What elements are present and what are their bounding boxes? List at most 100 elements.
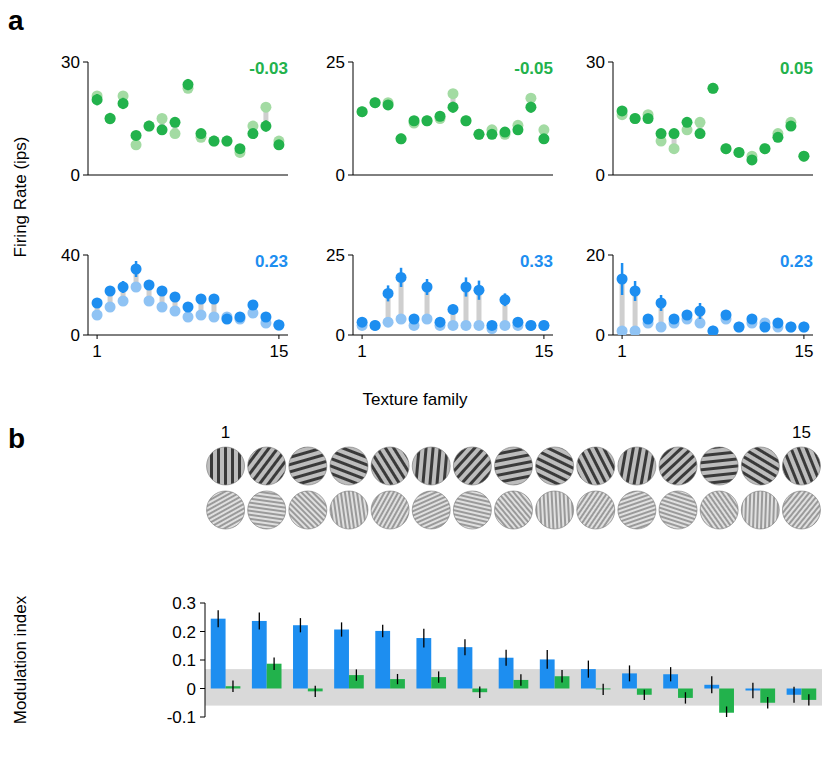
point-dark — [183, 79, 194, 90]
scatter-panel: 0251150.33Texture family — [326, 246, 553, 409]
x-tick — [362, 335, 363, 339]
y-tick — [83, 62, 88, 63]
point-dark — [221, 136, 232, 147]
error-bar — [644, 690, 645, 700]
point-dark — [486, 129, 497, 140]
y-tick-label: 0.1 — [172, 651, 196, 670]
point-dark — [234, 312, 245, 323]
point-light — [357, 106, 368, 117]
category-label: 15 — [792, 423, 811, 442]
y-axis-title: Firing Rate (ips) — [11, 137, 30, 258]
texture-thumbnail — [248, 491, 286, 529]
point-dark — [656, 298, 667, 309]
x-axis — [353, 175, 553, 176]
point-dark — [422, 282, 433, 293]
point-light — [383, 317, 394, 328]
marks — [205, 610, 822, 717]
point-dark — [798, 151, 809, 162]
point-dark — [630, 286, 641, 297]
error-bar — [341, 622, 342, 636]
point-dark — [247, 300, 258, 311]
point-dark — [708, 326, 719, 336]
texture-thumbnail — [536, 491, 574, 529]
modulation-value: -0.03 — [249, 59, 288, 78]
point-light — [630, 326, 641, 336]
point-light — [105, 113, 116, 124]
category-label: 1 — [221, 423, 230, 442]
error-bar — [315, 686, 316, 697]
point-dark — [170, 292, 181, 303]
y-tick — [608, 175, 613, 176]
y-tick-label: 20 — [586, 246, 605, 265]
error-bar — [561, 670, 562, 683]
error-bar — [397, 674, 398, 684]
marks — [92, 79, 285, 158]
y-axis — [353, 62, 354, 175]
point-light — [422, 115, 433, 126]
texture-thumbnail — [330, 447, 368, 485]
error-bar — [479, 687, 480, 698]
y-tick-label: 30 — [586, 53, 605, 72]
error-bar — [603, 684, 604, 695]
point-light — [144, 121, 155, 132]
modulation-value: -0.05 — [514, 59, 553, 78]
point-dark — [499, 294, 510, 305]
error-bar — [273, 657, 274, 670]
point-dark — [669, 128, 680, 139]
point-dark — [92, 298, 103, 309]
y-axis-title: Modulation index — [11, 595, 30, 724]
point-dark — [435, 317, 446, 328]
point-dark — [208, 294, 219, 305]
point-dark — [785, 322, 796, 333]
point-dark — [460, 115, 471, 126]
texture-thumbnail — [618, 491, 656, 529]
point-dark — [643, 314, 654, 325]
error-bar — [232, 681, 233, 692]
point-light — [92, 310, 103, 321]
texture-thumbnail — [659, 447, 697, 485]
point-light — [733, 322, 744, 333]
y-tick — [348, 175, 353, 176]
point-light — [221, 136, 232, 147]
point-dark — [630, 113, 641, 124]
texture-thumbnail — [289, 491, 327, 529]
point-dark — [357, 106, 368, 117]
x-tick-label: 1 — [92, 342, 101, 361]
point-light — [720, 143, 731, 154]
point-dark — [170, 117, 181, 128]
y-tick-label: 30 — [61, 53, 80, 72]
y-tick — [348, 335, 353, 336]
point-light — [759, 143, 770, 154]
point-dark — [525, 320, 536, 331]
point-dark — [273, 320, 284, 331]
x-tick — [97, 335, 98, 339]
point-dark — [695, 306, 706, 317]
point-dark — [131, 264, 142, 275]
texture-thumbnail — [495, 447, 533, 485]
x-axis — [613, 175, 813, 176]
texture-thumbnail — [536, 447, 574, 485]
x-tick-label: 15 — [269, 342, 288, 361]
point-dark — [105, 286, 116, 297]
point-dark — [118, 98, 129, 109]
error-bar — [218, 610, 219, 627]
scatter-panel: 0401150.23 — [61, 246, 288, 361]
point-light — [157, 113, 168, 124]
texture-thumbnail — [207, 491, 245, 529]
error-bar — [547, 650, 548, 669]
point-dark — [682, 117, 693, 128]
point-dark — [144, 280, 155, 291]
point-light — [695, 117, 706, 128]
point-dark — [499, 127, 510, 138]
point-light — [785, 322, 796, 333]
point-light — [448, 88, 459, 99]
point-dark — [273, 139, 284, 150]
y-tick — [608, 335, 613, 336]
point-dark — [617, 274, 628, 285]
point-dark — [460, 282, 471, 293]
point-light — [525, 320, 536, 331]
point-dark — [131, 130, 142, 141]
point-light — [118, 296, 129, 307]
point-dark — [370, 97, 381, 108]
point-dark — [157, 286, 168, 297]
